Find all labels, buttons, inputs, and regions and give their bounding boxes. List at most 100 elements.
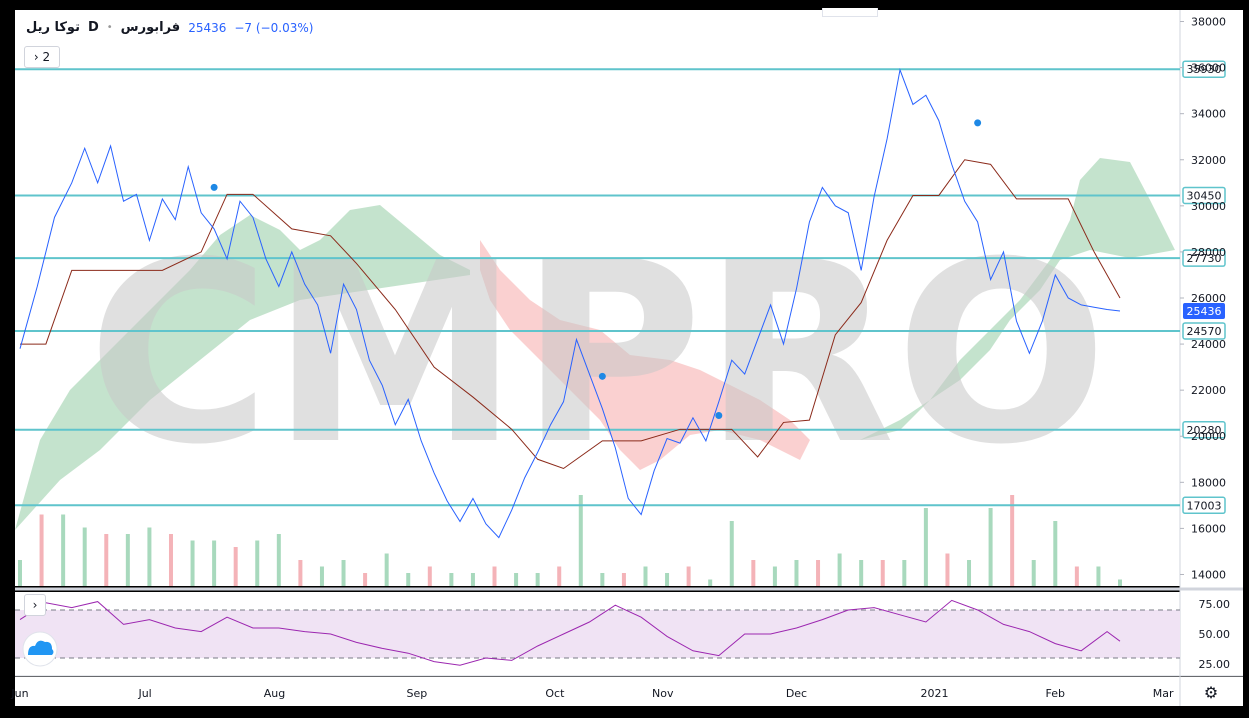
cloud-red-area: [480, 240, 810, 470]
legend-price: 25436: [188, 20, 227, 35]
volume-bar: [125, 534, 130, 586]
volume-bar: [1053, 521, 1058, 586]
horizontal-level-label: 35930: [1187, 63, 1222, 76]
volume-bar: [1074, 566, 1079, 586]
volume-bar: [665, 573, 670, 586]
volume-bar: [1118, 579, 1122, 586]
chevron-right-icon: ›: [33, 50, 43, 64]
price-line: [19, 68, 1121, 539]
price-tick-label: 34000: [1191, 108, 1226, 121]
time-tick-label: Jun: [10, 687, 28, 700]
cloud-green-area-2: [860, 158, 1175, 440]
time-tick-label: 2021: [921, 687, 949, 700]
volume-bar: [233, 547, 238, 586]
legend-interval: D: [87, 20, 99, 35]
volume-bar: [319, 566, 324, 586]
price-tick-label: 38000: [1191, 16, 1226, 29]
price-tick-label: 18000: [1191, 476, 1226, 489]
volume-bar: [1096, 566, 1101, 586]
volume-bar: [1031, 560, 1036, 586]
volume-bar: [967, 560, 972, 586]
horizontal-level-label: 20280: [1187, 424, 1222, 437]
legend-separator: •: [106, 22, 113, 33]
volume-bar: [751, 560, 756, 586]
rsi-line: [19, 599, 1121, 666]
volume-bar: [384, 553, 389, 586]
volume-bar: [212, 540, 217, 586]
volume-bar: [168, 534, 173, 586]
time-tick-label: Sep: [406, 687, 427, 700]
volume-bar: [276, 534, 281, 586]
price-tick-label: 32000: [1191, 154, 1226, 167]
volume-bar: [147, 527, 152, 586]
horizontal-level-tag: [1182, 322, 1226, 340]
legend-change: −7 (−0.03%): [234, 20, 314, 35]
volume-bar: [427, 566, 432, 586]
price-axis: [1180, 10, 1243, 676]
signal-dot: [210, 183, 218, 191]
horizontal-level-label: 24570: [1187, 325, 1222, 338]
signal-dot: [598, 372, 606, 380]
horizontal-level-label: 17003: [1187, 499, 1222, 512]
indicators-count: 2: [42, 50, 51, 64]
volume-bar: [880, 560, 885, 586]
settings-button[interactable]: ⚙: [1196, 682, 1226, 702]
volume-bar: [816, 560, 821, 586]
horizontal-level-tag: [1182, 496, 1226, 515]
volume-bar: [729, 521, 734, 586]
volume-bar: [470, 573, 475, 586]
price-tick-label: 24000: [1191, 338, 1226, 351]
time-tick-label: Oct: [545, 687, 565, 700]
watermark: CMPRO: [87, 208, 1108, 499]
horizontal-level-tag: [1182, 421, 1226, 439]
top-tab[interactable]: [822, 8, 878, 17]
signal-dot: [715, 412, 723, 420]
volume-bar: [557, 566, 562, 586]
time-tick-label: Nov: [652, 687, 674, 700]
legend-symbol: توکا ریل: [26, 20, 80, 35]
price-tick-label: 20000: [1191, 430, 1226, 443]
price-tick-label: 26000: [1191, 292, 1226, 305]
legend-exchange: فرابورس: [120, 20, 181, 35]
time-tick-label: Mar: [1153, 687, 1174, 700]
time-tick-label: Feb: [1046, 687, 1065, 700]
volume-bar: [492, 566, 497, 586]
volume-bar: [621, 573, 626, 586]
price-tick-label: 36000: [1191, 62, 1226, 75]
volume-bar: [923, 508, 928, 586]
volume-bar: [988, 508, 993, 586]
volume-bar: [363, 573, 368, 586]
price-tick-label: 28000: [1191, 246, 1226, 259]
horizontal-level-tag: [1182, 249, 1226, 267]
price-tick-label: 22000: [1191, 384, 1226, 397]
volume-bar: [902, 560, 907, 586]
volume-bar: [578, 495, 583, 586]
horizontal-level-label: 27730: [1187, 252, 1222, 265]
volume-bar: [859, 560, 864, 586]
price-tick-label: 14000: [1191, 568, 1226, 581]
volume-bar: [514, 573, 519, 586]
volume-bar: [600, 573, 605, 586]
volume-bar: [945, 553, 950, 586]
horizontal-level-tag: [1182, 186, 1226, 205]
indicators-toggle-button[interactable]: › 2: [24, 46, 60, 68]
volume-bar: [18, 560, 22, 586]
price-tick-label: 30000: [1191, 200, 1226, 213]
rsi-toggle-button[interactable]: ›: [24, 594, 46, 616]
time-axis: [15, 677, 1243, 706]
legend: توکا ریل D • فرابورس 25436 −7 (−0.03%): [26, 20, 313, 35]
volume-bar: [686, 566, 691, 586]
volume-bar: [1010, 495, 1015, 586]
rsi-band: [15, 610, 1180, 658]
volume-bar: [298, 560, 303, 586]
volume-bar: [39, 514, 44, 586]
average-line: [20, 159, 1121, 470]
volume-bar: [772, 566, 777, 586]
volume-bar: [61, 514, 66, 586]
rsi-tick-label: 25.00: [1199, 658, 1231, 671]
volume-bar: [104, 534, 109, 586]
horizontal-level-tag: [1182, 60, 1226, 78]
gear-icon: ⚙: [1203, 682, 1219, 702]
